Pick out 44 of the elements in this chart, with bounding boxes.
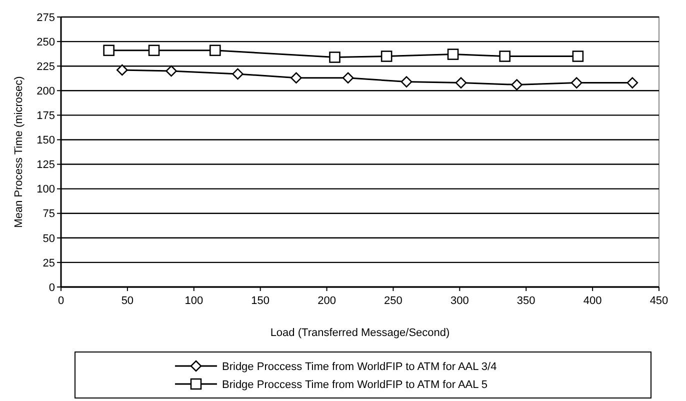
point [232, 68, 244, 80]
point [570, 77, 582, 88]
point [116, 64, 128, 76]
point [380, 50, 392, 62]
x-tick-label: 50 [121, 295, 134, 307]
legend-label: Bridge Proccess Time from WorldFIP to ATM for AAL 3/4 [222, 360, 497, 373]
y-tick-label: 200 [36, 85, 55, 98]
y-tick-label: 250 [36, 36, 55, 48]
point [329, 52, 340, 63]
y-tick-label: 175 [36, 110, 55, 122]
x-tick-label: 250 [384, 295, 402, 307]
legend-label: Bridge Proccess Time from WorldFIP to ATM for AAL 5 [222, 378, 488, 391]
y-tick-label: 225 [36, 60, 55, 73]
point [290, 72, 302, 84]
y-tick-label: 275 [36, 12, 55, 24]
y-tick-label: 100 [36, 184, 55, 196]
y-tick-label: 125 [36, 159, 55, 172]
y-tick-label: 25 [42, 257, 55, 270]
y-tick-label: 0 [48, 282, 55, 294]
y-tick-label: 50 [42, 232, 55, 245]
x-tick-label: 450 [650, 295, 668, 307]
point [400, 76, 412, 88]
x-tick-label: 400 [583, 295, 602, 307]
y-axis-title: Mean Process Time (microsec) [13, 76, 25, 228]
y-tick-label: 150 [36, 134, 55, 147]
point [148, 44, 160, 56]
x-tick-label: 350 [516, 295, 536, 307]
point [511, 79, 522, 90]
point [626, 77, 638, 88]
x-tick-label: 100 [184, 295, 204, 307]
point [572, 50, 584, 62]
x-tick-label: 0 [58, 295, 64, 307]
x-axis-title: Load (Transferred Message/Second) [270, 327, 450, 339]
point [103, 44, 114, 56]
point [166, 65, 177, 77]
point [499, 50, 510, 62]
point [210, 44, 221, 56]
y-tick-label: 75 [42, 208, 55, 220]
x-tick-label: 150 [251, 295, 270, 307]
x-tick-label: 300 [450, 295, 469, 307]
point [342, 72, 354, 84]
point [455, 77, 467, 88]
x-tick-label: 200 [318, 295, 336, 307]
point [447, 48, 459, 60]
